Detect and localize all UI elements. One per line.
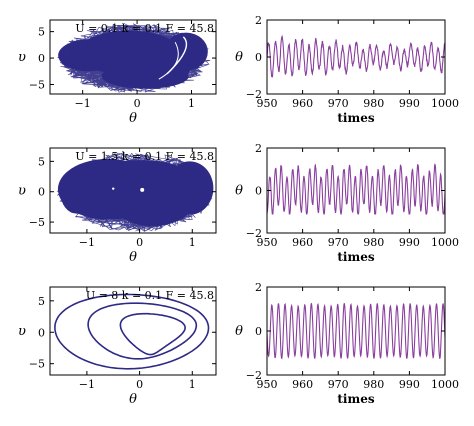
y-tick-label: 0: [38, 186, 45, 199]
x-tick-label: 950: [257, 378, 278, 391]
x-axis-label: θ: [129, 392, 137, 407]
x-tick-label: 1000: [431, 378, 459, 391]
y-tick-label: 5: [38, 26, 45, 39]
parameter-annotation: U = 1.5 k = 0.1 F = 45.8: [75, 150, 214, 163]
x-tick-label: −1: [79, 378, 95, 391]
y-tick-label: 0: [255, 51, 262, 64]
y-tick-label: 0: [255, 185, 262, 198]
x-tick-label: 0: [136, 236, 143, 249]
x-tick-label: 980: [363, 97, 384, 110]
plot-area-time1: [267, 34, 445, 78]
parameter-annotation: U = 8 k = 0.1 F = 45.8: [86, 289, 214, 302]
x-tick-label: 980: [363, 236, 384, 249]
y-tick-label: −2: [246, 88, 262, 101]
x-tick-label: 0: [134, 97, 141, 110]
y-tick-label: −5: [29, 216, 45, 229]
y-tick-label: 2: [255, 14, 262, 27]
y-axis-label: θ: [235, 184, 243, 199]
x-tick-label: 1: [188, 97, 195, 110]
panel-phase2: −1 0 1 −5 0 5 θ υ U = 1.5 k = 0.1 F = 45.8: [18, 147, 217, 265]
plot-area-phase1: [57, 23, 211, 93]
x-tick-label: 980: [363, 378, 384, 391]
orbit-line: [54, 293, 210, 370]
plot-frame: [49, 19, 217, 95]
x-tick-label: 1: [189, 236, 196, 249]
x-axis-label: times: [337, 250, 374, 264]
y-axis-label: υ: [18, 50, 26, 65]
y-tick-label: 0: [255, 325, 262, 338]
y-tick-label: 0: [38, 326, 45, 339]
y-tick-label: 5: [38, 155, 45, 168]
y-axis-label: θ: [235, 50, 243, 65]
plot-area-phase2: [56, 151, 214, 232]
y-tick-label: 0: [38, 52, 45, 65]
plot-frame: [49, 286, 217, 376]
attractor-gap: [112, 187, 115, 190]
x-axis-label: times: [337, 392, 374, 406]
x-tick-label: −1: [79, 236, 95, 249]
attractor-gap: [140, 187, 145, 192]
x-tick-label: 960: [292, 378, 313, 391]
attractor-gap: [158, 41, 179, 80]
panel-time1: 950 960 970 980 990 1000 −2 0 2 times θ: [235, 14, 459, 125]
y-tick-label: 2: [255, 142, 262, 155]
x-tick-label: 990: [399, 378, 420, 391]
orbit-line: [119, 312, 186, 356]
plot-area-time2: [267, 163, 445, 215]
plot-area-time3: [267, 302, 445, 360]
y-tick-label: −5: [29, 78, 45, 91]
y-tick-label: 5: [38, 295, 45, 308]
attractor-trajectory: [56, 151, 214, 232]
parameter-annotation: U = 0.1 k = 0.1 F = 45.8: [75, 22, 214, 35]
y-tick-label: −2: [246, 227, 262, 240]
x-tick-label: 990: [399, 236, 420, 249]
x-axis-label: times: [337, 111, 374, 125]
x-tick-label: 1: [189, 378, 196, 391]
x-tick-label: 970: [328, 236, 349, 249]
attractor-trajectory: [57, 23, 211, 93]
x-tick-label: 970: [328, 378, 349, 391]
y-tick-label: −5: [29, 358, 45, 371]
series-line: [267, 34, 445, 78]
x-tick-label: 970: [328, 97, 349, 110]
panel-time3: 950 960 970 980 990 1000 −2 0 2 times θ: [235, 281, 459, 406]
y-tick-label: 2: [255, 281, 262, 294]
series-line: [267, 163, 445, 215]
x-tick-label: 960: [292, 97, 313, 110]
plot-frame: [49, 147, 217, 234]
x-tick-label: 960: [292, 236, 313, 249]
panel-phase1: −1 0 1 −5 0 5 θ υ U = 0.1 k = 0.1 F = 45.8: [18, 19, 217, 126]
y-axis-label: υ: [18, 324, 26, 339]
y-axis-label: θ: [235, 324, 243, 339]
x-tick-label: 1000: [431, 236, 459, 249]
panel-time2: 950 960 970 980 990 1000 −2 0 2 times θ: [235, 142, 459, 264]
x-tick-label: 1000: [431, 97, 459, 110]
panel-phase3: −1 0 1 −5 0 5 θ υ U = 8 k = 0.1 F = 45.8: [18, 286, 217, 407]
x-axis-label: θ: [129, 111, 137, 126]
orbit-line: [87, 302, 198, 360]
x-tick-label: −1: [75, 97, 91, 110]
x-tick-label: 950: [257, 97, 278, 110]
x-tick-label: 0: [136, 378, 143, 391]
y-tick-label: −2: [246, 369, 262, 382]
plot-area-phase3: [54, 293, 210, 370]
x-axis-label: θ: [129, 250, 137, 265]
series-line: [267, 302, 445, 360]
y-axis-label: υ: [18, 184, 26, 199]
x-tick-label: 990: [399, 97, 420, 110]
x-tick-label: 950: [257, 236, 278, 249]
